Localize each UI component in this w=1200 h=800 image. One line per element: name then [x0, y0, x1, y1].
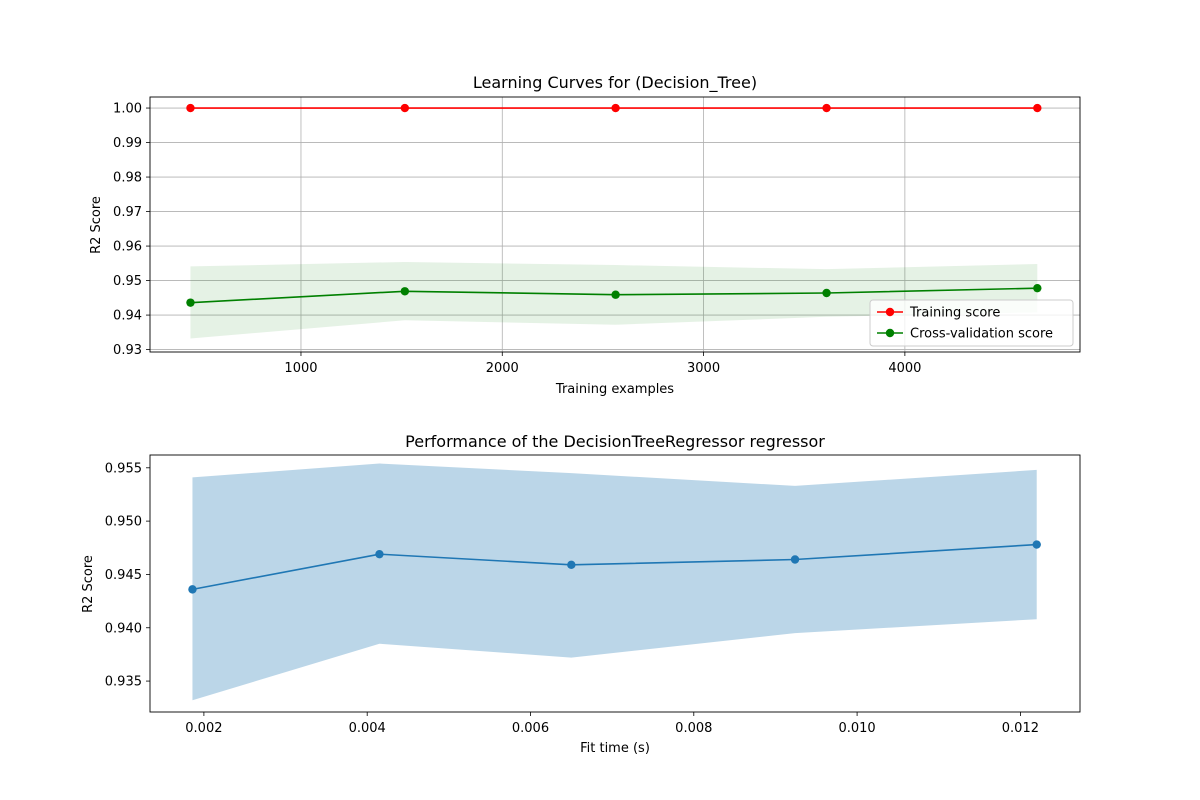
- plot-area: [150, 97, 1080, 352]
- x-tick-label: 0.008: [675, 721, 712, 736]
- y-tick-label: 0.955: [105, 461, 142, 476]
- legend-label: Cross-validation score: [910, 327, 1053, 342]
- data-point: [611, 290, 620, 299]
- chart-title: Performance of the DecisionTreeRegressor…: [405, 432, 825, 451]
- data-point: [1033, 283, 1042, 293]
- x-axis-label: Training examples: [555, 382, 674, 397]
- y-axis-label: R2 Score: [81, 555, 96, 613]
- legend-label: Training score: [909, 306, 1000, 321]
- data-point: [1033, 103, 1042, 113]
- y-tick-label: 0.95: [113, 274, 142, 289]
- legend-marker: [885, 307, 895, 317]
- x-tick-label: 0.012: [1002, 721, 1039, 736]
- data-point: [1032, 540, 1041, 549]
- x-tick-label: 0.010: [838, 721, 875, 736]
- y-tick-label: 0.99: [113, 136, 142, 151]
- y-tick-label: 0.96: [113, 240, 142, 255]
- y-tick-label: 1.00: [113, 102, 142, 117]
- x-tick-label: 0.002: [185, 721, 222, 736]
- y-tick-label: 0.98: [113, 171, 142, 186]
- axes-frame: [149, 96, 1081, 353]
- data-point: [790, 555, 800, 564]
- data-point: [400, 103, 410, 113]
- y-tick-label: 0.950: [105, 515, 142, 530]
- data-point: [188, 585, 197, 594]
- y-tick-label: 0.940: [105, 621, 142, 636]
- data-point: [822, 288, 831, 298]
- data-point: [822, 103, 831, 113]
- data-point: [400, 287, 410, 296]
- data-point: [186, 103, 195, 113]
- chart-title: Learning Curves for (Decision_Tree): [473, 73, 757, 93]
- data-point: [567, 560, 576, 570]
- y-tick-label: 0.935: [105, 675, 142, 690]
- x-tick-label: 4000: [888, 361, 921, 376]
- legend-box: [869, 299, 1074, 347]
- confidence-band: [190, 261, 1038, 339]
- y-axis-label: R2 Score: [89, 196, 104, 254]
- y-tick-label: 0.93: [113, 343, 142, 358]
- y-tick-label: 0.97: [113, 205, 142, 220]
- data-point: [611, 103, 620, 113]
- learning-curve-chart: Learning Curves for (Decision_Tree) Trai…: [89, 73, 1081, 397]
- confidence-band: [192, 463, 1037, 701]
- x-tick-label: 0.006: [512, 721, 549, 736]
- x-tick-label: 3000: [687, 361, 720, 376]
- x-tick-label: 1000: [284, 361, 317, 376]
- fit-time-performance-chart: Performance of the DecisionTreeRegressor…: [81, 432, 1081, 756]
- y-tick-label: 0.945: [105, 568, 142, 583]
- plot-area: [188, 463, 1041, 701]
- legend-marker: [885, 328, 895, 338]
- y-tick-label: 0.94: [113, 309, 142, 324]
- x-tick-label: 2000: [486, 361, 519, 376]
- x-tick-label: 0.004: [349, 721, 386, 736]
- legend: Training score Cross-validation score: [869, 299, 1074, 347]
- data-point: [375, 549, 384, 559]
- x-axis-label: Fit time (s): [580, 741, 650, 756]
- axes-frame: [149, 454, 1081, 713]
- data-point: [186, 298, 195, 307]
